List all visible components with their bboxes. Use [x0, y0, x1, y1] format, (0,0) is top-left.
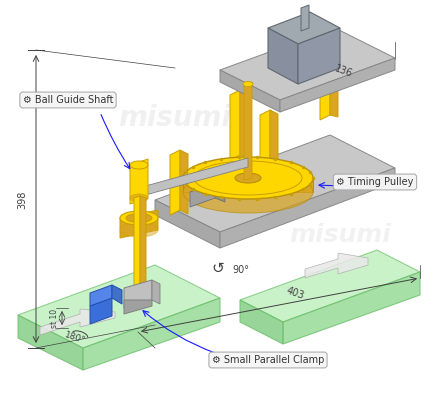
Text: misumi: misumi [289, 223, 391, 247]
Text: ↺: ↺ [212, 260, 224, 276]
Polygon shape [244, 82, 252, 180]
Polygon shape [18, 315, 83, 370]
Polygon shape [220, 168, 395, 248]
Polygon shape [124, 300, 152, 314]
Polygon shape [230, 90, 240, 160]
Text: 398: 398 [17, 191, 27, 209]
Text: 180°: 180° [63, 330, 87, 346]
Polygon shape [283, 272, 420, 344]
Polygon shape [298, 28, 340, 84]
Polygon shape [220, 70, 280, 112]
Polygon shape [240, 90, 248, 159]
Polygon shape [330, 53, 338, 117]
Polygon shape [40, 309, 115, 335]
Polygon shape [190, 183, 215, 207]
Ellipse shape [183, 157, 313, 199]
Polygon shape [170, 150, 180, 215]
Text: misumi: misumi [119, 104, 231, 132]
Polygon shape [305, 253, 368, 278]
Polygon shape [124, 280, 152, 308]
Polygon shape [268, 12, 340, 44]
Polygon shape [134, 196, 140, 302]
Ellipse shape [126, 214, 152, 222]
Polygon shape [180, 150, 188, 214]
Polygon shape [130, 159, 148, 204]
Text: 403: 403 [285, 285, 305, 301]
Polygon shape [268, 28, 298, 84]
Polygon shape [270, 110, 278, 174]
Polygon shape [155, 200, 220, 248]
Polygon shape [220, 28, 395, 100]
Ellipse shape [235, 173, 261, 183]
Ellipse shape [130, 161, 148, 169]
Polygon shape [83, 298, 220, 370]
Ellipse shape [120, 211, 158, 225]
Polygon shape [155, 135, 395, 232]
Polygon shape [320, 53, 330, 120]
Text: ⚙ Timing Pulley: ⚙ Timing Pulley [336, 177, 414, 187]
Text: 90°: 90° [232, 265, 249, 275]
Polygon shape [240, 300, 283, 344]
Text: ⚙ Ball Guide Shaft: ⚙ Ball Guide Shaft [23, 95, 113, 105]
Polygon shape [112, 285, 122, 304]
Polygon shape [280, 58, 395, 112]
Polygon shape [140, 196, 146, 302]
Polygon shape [152, 280, 160, 304]
Polygon shape [260, 110, 270, 175]
Ellipse shape [120, 223, 158, 237]
Polygon shape [215, 183, 225, 202]
Ellipse shape [183, 171, 313, 213]
Polygon shape [240, 250, 420, 322]
Polygon shape [90, 285, 112, 306]
Ellipse shape [194, 161, 302, 195]
Text: st 10: st 10 [49, 308, 59, 328]
Polygon shape [138, 158, 248, 197]
Polygon shape [90, 298, 112, 324]
Polygon shape [18, 265, 220, 348]
Ellipse shape [243, 82, 253, 86]
Polygon shape [183, 178, 313, 192]
Ellipse shape [130, 194, 148, 202]
Text: 136: 136 [333, 63, 354, 79]
Text: ⚙ Small Parallel Clamp: ⚙ Small Parallel Clamp [212, 355, 324, 365]
Polygon shape [120, 210, 158, 238]
Polygon shape [301, 5, 309, 31]
